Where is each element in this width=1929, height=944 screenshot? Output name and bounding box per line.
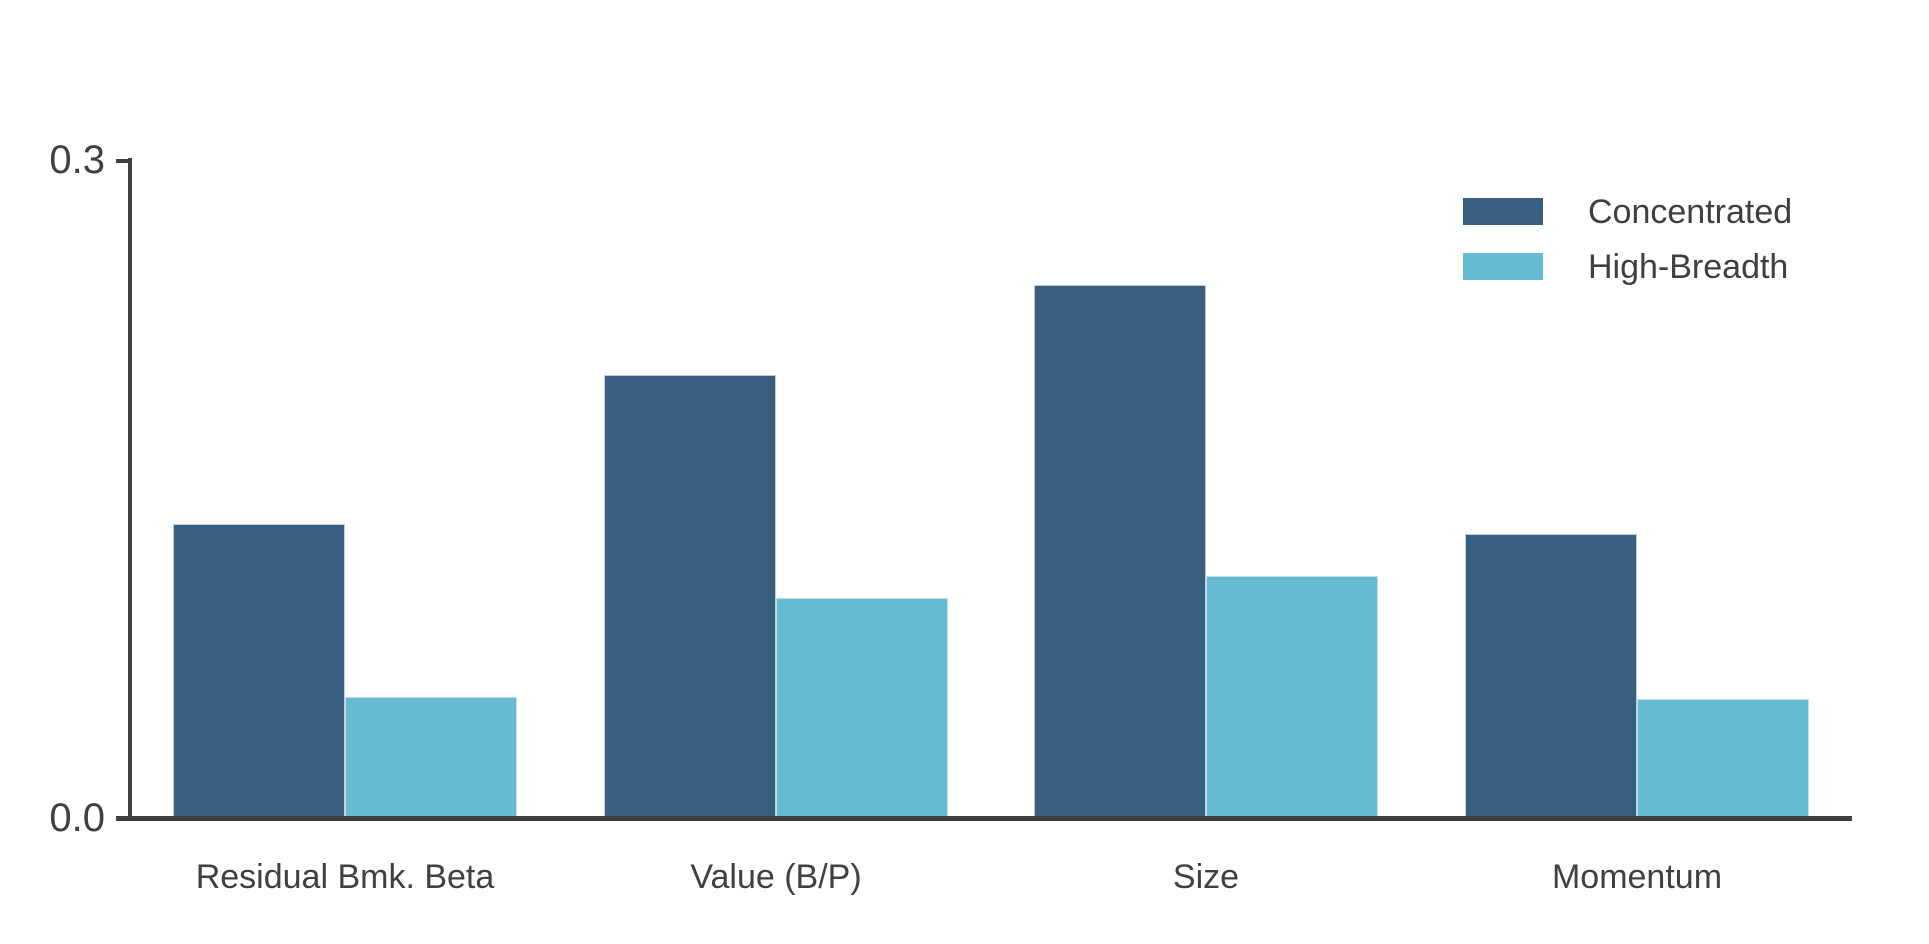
- legend-label-concentrated: Concentrated: [1588, 192, 1793, 231]
- legend-swatch-concentrated: [1463, 198, 1543, 225]
- bar-high-breadth-size: [1206, 576, 1378, 817]
- legend-item-high-breadth: High-Breadth: [1463, 250, 1792, 284]
- y-axis-line: [128, 158, 132, 821]
- y-axis-tick-label-max: 0.3: [49, 138, 105, 182]
- legend: Concentrated High-Breadth: [1463, 195, 1792, 308]
- bar-concentrated-residual-bmk-beta: [173, 524, 345, 817]
- y-axis-tick-mark: [116, 159, 128, 163]
- bar-concentrated-size: [1034, 285, 1206, 817]
- legend-label-high-breadth: High-Breadth: [1588, 247, 1789, 286]
- x-axis-label-value-b-p: Value (B/P): [690, 858, 862, 896]
- y-axis-tick-label-zero: 0.0: [49, 796, 105, 840]
- x-axis-line: [116, 816, 1852, 821]
- legend-swatch-high-breadth: [1463, 253, 1543, 280]
- x-axis-label-momentum: Momentum: [1551, 858, 1723, 896]
- bar-high-breadth-momentum: [1637, 699, 1809, 817]
- bar-concentrated-momentum: [1465, 534, 1637, 817]
- bar-concentrated-value-b-p: [604, 375, 776, 817]
- x-axis-label-residual-bmk-beta: Residual Bmk. Beta: [195, 858, 495, 896]
- bar-high-breadth-value-b-p: [776, 598, 948, 817]
- bar-high-breadth-residual-bmk-beta: [345, 697, 517, 817]
- x-axis-label-size: Size: [1172, 858, 1240, 896]
- legend-item-concentrated: Concentrated: [1463, 195, 1792, 229]
